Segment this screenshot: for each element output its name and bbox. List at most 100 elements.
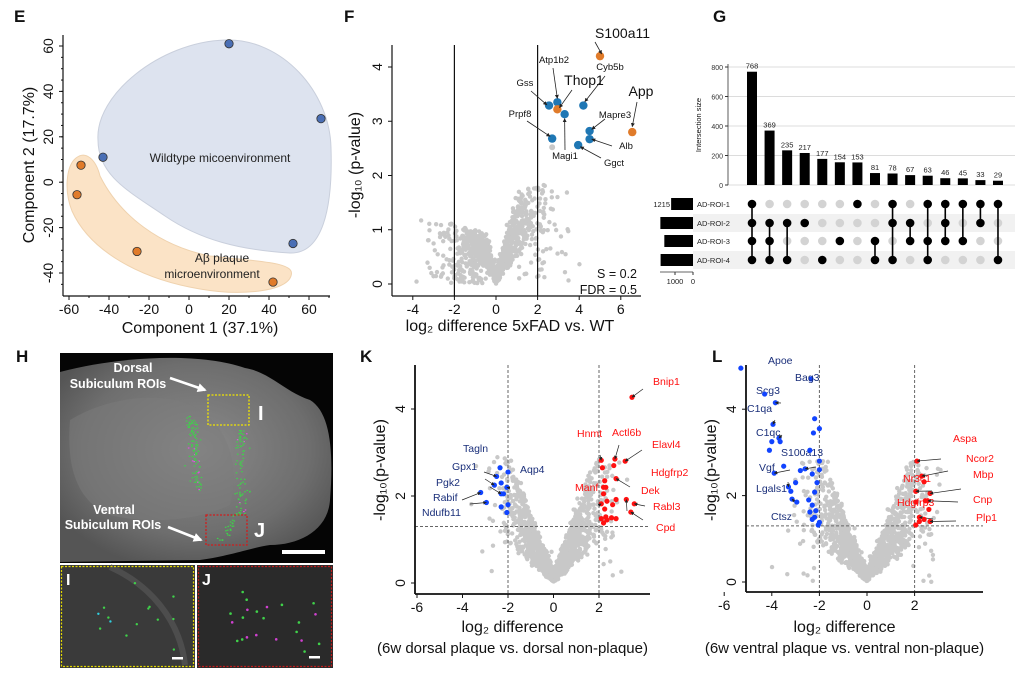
intersection-bar xyxy=(905,175,916,185)
background-point xyxy=(447,262,452,267)
roi-spot xyxy=(197,482,200,484)
gene-label: Gss xyxy=(517,78,534,89)
background-point xyxy=(891,503,897,509)
background-point xyxy=(571,535,577,541)
roi-spot xyxy=(191,456,194,458)
roi-spot xyxy=(200,484,203,486)
x-tick-label: 2 xyxy=(595,599,603,615)
background-point xyxy=(839,508,845,514)
inset-spot xyxy=(265,605,269,609)
background-point xyxy=(462,228,467,233)
background-point xyxy=(538,566,544,571)
roi-spot xyxy=(239,495,242,497)
background-point xyxy=(547,219,552,225)
x-tick-label: 2 xyxy=(911,597,919,613)
background-point xyxy=(542,569,548,574)
roi-spot xyxy=(194,428,197,430)
background-point xyxy=(527,194,533,199)
background-point xyxy=(828,535,833,540)
inset-spot xyxy=(172,617,175,621)
background-point xyxy=(570,531,575,537)
roi-spot xyxy=(231,522,234,524)
background-point xyxy=(548,246,553,251)
roi-spot xyxy=(191,420,194,422)
background-point xyxy=(564,533,569,538)
inset-spot xyxy=(295,630,298,634)
background-point xyxy=(878,558,884,564)
roi-spot xyxy=(239,491,241,494)
annotation-arrow xyxy=(469,501,487,505)
annotation-arrow xyxy=(631,388,644,398)
x-tick-label: 0 xyxy=(550,599,558,615)
gene-label: Hnmt xyxy=(577,428,602,440)
background-point xyxy=(544,246,549,252)
background-point xyxy=(490,518,496,524)
roi-spot xyxy=(198,481,201,483)
background-point xyxy=(540,555,546,560)
set-size-label: 1215 xyxy=(653,200,670,209)
background-point xyxy=(599,474,605,479)
y-axis-label: -log₁₀ (p-value) xyxy=(347,112,364,218)
roi-spot xyxy=(193,465,196,467)
intersection-value: 45 xyxy=(959,168,967,177)
roi-spot xyxy=(236,460,238,462)
background-point xyxy=(426,238,431,243)
membership-dot xyxy=(940,255,950,265)
gene-label: S100a13 xyxy=(781,447,823,459)
gene-label: Mapre3 xyxy=(599,110,631,121)
background-point xyxy=(872,559,877,564)
background-point xyxy=(826,489,832,494)
membership-dot xyxy=(782,199,792,209)
background-point xyxy=(581,537,586,542)
roi-spot xyxy=(238,433,241,435)
background-point xyxy=(508,458,514,463)
background-point xyxy=(916,544,922,550)
background-point xyxy=(840,536,846,542)
gene-label: Vgf xyxy=(759,462,775,474)
roi-spot xyxy=(192,449,195,451)
roi-spot xyxy=(236,492,239,494)
inset-spot xyxy=(98,627,102,630)
background-point xyxy=(526,218,532,224)
membership-dot xyxy=(905,255,915,265)
background-point xyxy=(832,491,837,496)
intersection-bar xyxy=(799,152,810,185)
background-point xyxy=(617,460,622,465)
roi-spot xyxy=(191,477,194,479)
background-point xyxy=(518,229,523,235)
roi-spot xyxy=(198,460,200,462)
pca-point xyxy=(72,190,82,200)
background-point xyxy=(575,548,580,554)
membership-dot xyxy=(835,199,845,209)
roi-spot xyxy=(187,425,190,427)
background-point xyxy=(540,189,546,195)
background-point xyxy=(537,208,543,214)
background-point xyxy=(921,578,926,583)
roi-spot xyxy=(192,427,195,429)
background-point xyxy=(603,546,608,552)
background-point xyxy=(908,518,914,523)
background-point xyxy=(820,488,826,493)
roi-spot xyxy=(200,487,202,489)
downregulated-point xyxy=(807,447,813,453)
roi-spot xyxy=(191,444,193,446)
background-point xyxy=(581,520,587,525)
inset-spot xyxy=(148,605,151,609)
background-point xyxy=(478,276,484,282)
roi-spot xyxy=(190,440,193,442)
inset-spot xyxy=(245,598,248,601)
background-point xyxy=(536,273,541,279)
background-point xyxy=(550,207,556,212)
upregulated-point xyxy=(604,498,610,504)
background-point xyxy=(438,222,444,228)
background-point xyxy=(533,241,538,247)
gene-label: Rabif xyxy=(433,492,458,504)
background-point xyxy=(518,518,524,524)
background-point xyxy=(480,280,485,286)
roi-spot xyxy=(242,481,244,483)
set-size-tick-label: 1000 xyxy=(667,277,684,286)
membership-dot xyxy=(870,218,880,228)
upregulated-point xyxy=(926,506,932,513)
background-point xyxy=(848,536,853,541)
